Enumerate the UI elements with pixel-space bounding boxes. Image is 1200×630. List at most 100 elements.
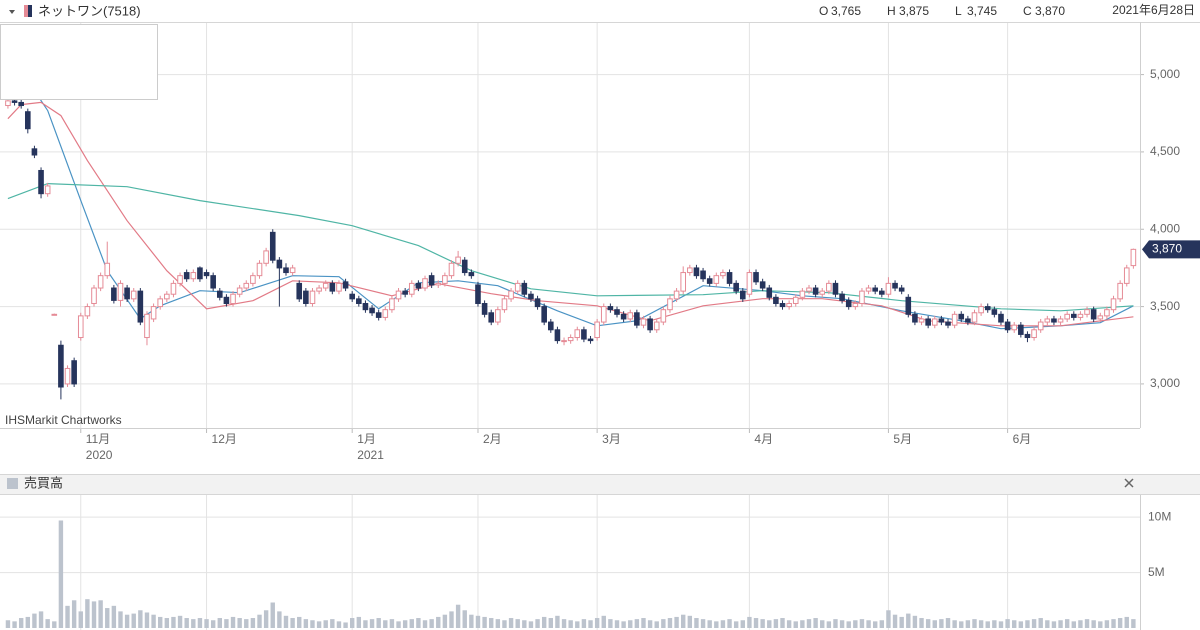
candle-body (680, 272, 687, 292)
candle-body (448, 262, 455, 277)
candle-body (408, 282, 415, 295)
volume-bar (171, 616, 176, 628)
candle-body (283, 267, 289, 274)
volume-bar (303, 619, 309, 628)
volume-bar (270, 602, 275, 628)
candle-body (104, 262, 111, 277)
volume-bar (833, 619, 838, 628)
volume-bar (1131, 619, 1136, 628)
candle-body (342, 281, 349, 289)
candle-body (210, 275, 216, 289)
candle-body (263, 250, 269, 264)
volume-bar (707, 620, 712, 628)
candle-body (799, 290, 806, 298)
volume-bar (475, 615, 481, 628)
volume-bar (131, 613, 136, 628)
volume-bar (369, 619, 375, 628)
candle-body (653, 321, 660, 331)
volume-bar (561, 619, 567, 628)
candle-body (819, 290, 826, 295)
candle-body (64, 367, 71, 385)
volume-bar (641, 618, 646, 628)
quote-value: 3,870 (1035, 4, 1065, 18)
candle-body (620, 313, 627, 320)
year-label: 2021 (357, 448, 384, 462)
volume-bar (356, 616, 362, 628)
volume-bar (608, 619, 613, 628)
candle-body (673, 290, 680, 300)
candle-body (1130, 248, 1137, 267)
candle-body (369, 307, 375, 314)
candle-body (203, 272, 210, 277)
quote-value: 3,745 (967, 4, 997, 18)
candle-body (124, 287, 130, 300)
candle-body (223, 296, 230, 304)
volume-bar (747, 616, 752, 628)
symbol-icon (28, 5, 32, 17)
volume-bar (588, 620, 593, 628)
volume-bar (872, 621, 878, 628)
candle-body (832, 282, 839, 295)
x-tick-label: 6月 (1013, 432, 1032, 446)
volume-bar (111, 605, 117, 628)
candle-body (389, 298, 395, 311)
volume-bar (866, 620, 871, 628)
volume-bar (217, 618, 222, 628)
volume-bar (277, 611, 282, 628)
candle-body (197, 267, 203, 280)
candle-body (230, 293, 236, 304)
candle-body (872, 287, 878, 292)
volume-bar (1091, 620, 1096, 628)
volume-bar (1098, 621, 1103, 628)
volume-bar (906, 613, 911, 628)
candle-body (322, 282, 329, 289)
volume-bar (965, 620, 971, 628)
candle-body (5, 100, 11, 107)
candle-body (739, 290, 746, 300)
symbol-title: ネットワン(7518) (38, 3, 141, 18)
candle-body (925, 318, 931, 326)
volume-bar (85, 599, 90, 628)
candle-body (1044, 318, 1051, 323)
close-panel-button[interactable] (1124, 478, 1134, 488)
candle-body (150, 306, 157, 320)
candle-body (190, 272, 197, 280)
candle-body (289, 267, 296, 274)
volume-bar (839, 620, 845, 628)
volume-bar (65, 605, 70, 628)
volume-bar (985, 621, 990, 628)
candle-body (786, 302, 792, 308)
dropdown-toggle[interactable] (9, 10, 15, 14)
volume-bar (429, 619, 434, 628)
candle-body (250, 275, 256, 284)
volume-bar (654, 621, 659, 628)
x-tick-label: 12月 (212, 432, 237, 446)
candle-body (991, 309, 998, 315)
candle-body (157, 298, 164, 308)
candle-body (11, 100, 18, 103)
volume-bar (800, 620, 805, 628)
volume-bar (786, 620, 792, 628)
candle-body (720, 272, 726, 277)
volume-bar (853, 620, 858, 628)
volume-bar (469, 614, 474, 628)
volume-bar (720, 620, 726, 628)
x-tick-label: 1月 (357, 432, 376, 446)
candle-body (1110, 298, 1117, 311)
candle-body (792, 296, 799, 304)
candle-body (1117, 282, 1123, 300)
date: 2021年6月28日 (1112, 3, 1195, 17)
candle-body (554, 329, 561, 342)
candle-body (845, 299, 852, 308)
volume-bar (436, 616, 441, 628)
volume-bar (886, 610, 891, 628)
volume-bar (1111, 619, 1116, 628)
volume-bar (310, 620, 315, 628)
volume-bar (541, 616, 547, 628)
candle-body (859, 290, 865, 304)
volume-bar (978, 620, 984, 628)
candle-body (759, 281, 766, 289)
candle-body (1004, 321, 1011, 331)
candle-body (216, 290, 223, 298)
